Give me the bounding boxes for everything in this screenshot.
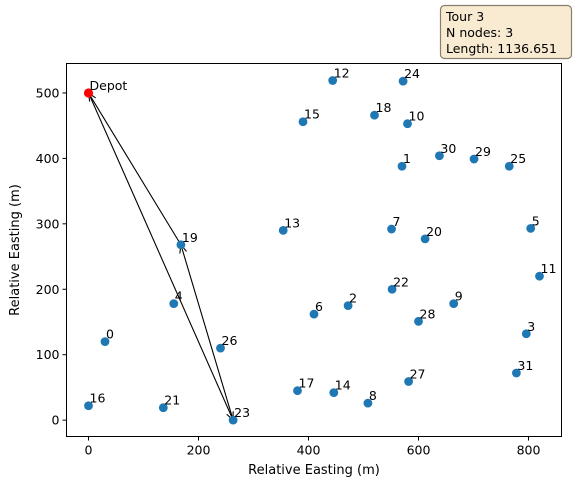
node-point <box>100 337 110 347</box>
node-point <box>535 271 544 281</box>
node-point <box>278 225 288 235</box>
node-label: 25 <box>510 151 526 166</box>
y-tick-label: 0 <box>52 413 60 428</box>
node-point <box>449 299 459 309</box>
node-point <box>521 329 531 339</box>
node-label: 18 <box>376 100 392 115</box>
route-arrow <box>181 245 234 421</box>
info-box: Tour 3 N nodes: 3 Length: 1136.651 <box>439 4 573 60</box>
node-label: 1 <box>403 151 411 166</box>
node-label: 28 <box>420 306 436 321</box>
node-point <box>309 309 319 319</box>
y-tick-label: 300 <box>36 216 60 231</box>
node-point <box>370 110 379 120</box>
node-point <box>397 161 407 171</box>
node-point <box>343 301 353 311</box>
info-line-nodes: N nodes: 3 <box>446 25 513 40</box>
x-axis-ticks: 0 200 400 600 800 <box>85 436 541 458</box>
node-point <box>329 388 339 398</box>
node-label: 6 <box>315 299 323 314</box>
node-point <box>414 316 423 326</box>
x-tick-label: 800 <box>517 443 541 458</box>
node-point <box>328 76 338 85</box>
node-label: 19 <box>182 230 198 245</box>
node-point <box>298 117 308 127</box>
node-point <box>387 224 396 234</box>
plot-frame <box>66 63 562 437</box>
node-point <box>363 398 373 408</box>
node-label: 31 <box>517 358 533 373</box>
node-label: 10 <box>409 109 425 124</box>
node-label: 15 <box>304 107 320 122</box>
node-label: 8 <box>369 388 377 403</box>
node-label: 2 <box>349 291 357 306</box>
y-tick-label: 500 <box>36 85 60 100</box>
node-label: 16 <box>90 391 106 406</box>
info-box-frame <box>439 4 573 60</box>
depot-label: Depot <box>90 78 128 93</box>
node-point <box>435 151 444 161</box>
node-label: 4 <box>175 289 183 304</box>
y-tick-label: 400 <box>36 151 60 166</box>
node-point <box>176 240 186 250</box>
y-tick-label: 100 <box>36 347 60 362</box>
node-point <box>404 377 413 386</box>
node-point <box>526 224 536 233</box>
node-point <box>403 119 412 129</box>
node-label: 23 <box>234 405 250 420</box>
node-label: 7 <box>393 214 401 229</box>
node-point <box>420 234 430 244</box>
x-tick-label: 600 <box>407 443 431 458</box>
node-point <box>512 368 521 378</box>
node-label: 13 <box>284 215 300 230</box>
node-label: 5 <box>532 213 540 228</box>
info-line-tour: Tour 3 <box>445 9 484 24</box>
node-point <box>84 401 93 411</box>
node-label: 27 <box>410 367 426 382</box>
node-point <box>469 154 479 164</box>
y-axis-label: Relative Easting (m) <box>8 184 23 316</box>
x-axis-label: Relative Easting (m) <box>248 463 380 478</box>
depot-point <box>83 88 94 98</box>
x-tick-label: 200 <box>187 443 211 458</box>
node-point <box>158 403 168 413</box>
y-axis-ticks: 0 100 200 300 400 500 <box>36 85 67 428</box>
node-point <box>398 76 408 86</box>
node-point <box>293 386 302 396</box>
node-point <box>387 284 397 294</box>
node-point <box>169 299 179 309</box>
node-layer <box>83 76 544 425</box>
node-label: 12 <box>334 66 350 81</box>
node-label: 22 <box>393 274 409 289</box>
node-label: 24 <box>404 66 420 81</box>
node-label: 30 <box>440 141 456 156</box>
x-tick-label: 400 <box>297 443 321 458</box>
y-tick-label: 200 <box>36 282 60 297</box>
info-line-length: Length: 1136.651 <box>446 41 557 56</box>
node-label: 3 <box>527 319 535 334</box>
route-layer <box>89 93 234 420</box>
node-label: 21 <box>164 393 180 408</box>
node-label: 11 <box>541 261 557 276</box>
x-tick-label: 0 <box>85 443 93 458</box>
node-point <box>504 161 514 171</box>
node-label: 0 <box>106 327 114 342</box>
node-point <box>216 343 225 353</box>
node-label: 9 <box>455 289 463 304</box>
node-label: 14 <box>335 378 351 393</box>
node-label: 20 <box>426 224 442 239</box>
node-label: 26 <box>222 333 238 348</box>
node-point <box>228 415 238 425</box>
route-arrow <box>87 92 234 420</box>
node-label: 17 <box>299 376 315 391</box>
node-label: 29 <box>475 144 491 159</box>
route-arrow <box>89 93 182 246</box>
